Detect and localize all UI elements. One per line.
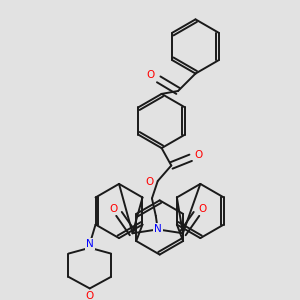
Text: N: N: [86, 239, 94, 249]
Text: O: O: [147, 70, 155, 80]
Text: O: O: [194, 150, 202, 160]
Text: N: N: [154, 224, 162, 234]
Text: O: O: [109, 204, 117, 214]
Text: O: O: [198, 204, 206, 214]
Text: O: O: [85, 291, 94, 300]
Text: O: O: [145, 177, 153, 187]
